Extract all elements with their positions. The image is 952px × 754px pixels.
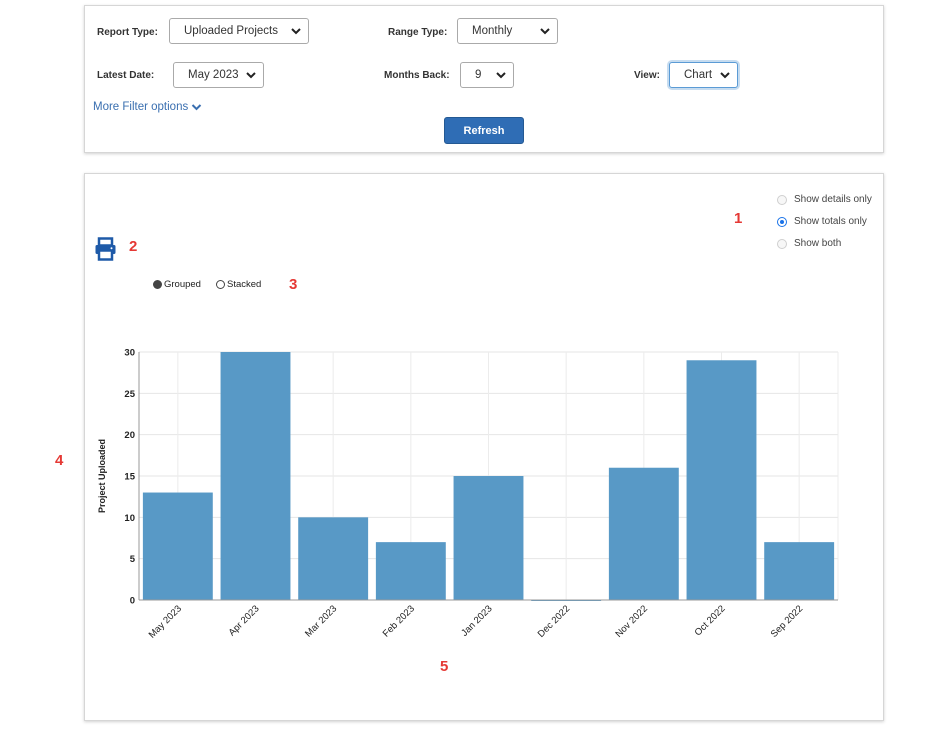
y-axis-title: Project Uploaded <box>97 439 107 513</box>
option-show-both[interactable]: Show both <box>777 238 841 249</box>
y-tick-label: 10 <box>124 513 135 524</box>
report-type-label: Report Type: <box>97 27 158 38</box>
chevron-down-icon <box>540 28 550 35</box>
chevron-down-icon <box>246 72 256 79</box>
y-tick-label: 5 <box>130 554 136 565</box>
bar <box>142 492 213 600</box>
latest-date-label: Latest Date: <box>97 70 155 81</box>
marker-3: 3 <box>289 276 298 293</box>
show-details-only-label: Show details only <box>794 194 872 205</box>
option-show-totals-only[interactable]: Show totals only <box>777 216 867 227</box>
more-filter-options-link[interactable]: More Filter options <box>93 101 202 113</box>
radio-show-both[interactable] <box>777 238 787 249</box>
x-tick-label: Oct 2022 <box>693 603 728 638</box>
refresh-button[interactable]: Refresh <box>444 117 524 144</box>
chevron-down-icon <box>291 28 301 35</box>
y-tick-label: 0 <box>130 596 135 607</box>
x-tick-label: Mar 2023 <box>303 603 339 639</box>
view-value: Chart <box>684 69 713 81</box>
bar <box>298 517 369 600</box>
marker-1: 1 <box>734 210 743 227</box>
bar <box>453 476 524 600</box>
radio-stacked[interactable] <box>216 280 225 289</box>
latest-date-value: May 2023 <box>188 69 239 81</box>
option-show-details-only[interactable]: Show details only <box>777 194 872 205</box>
months-back-label: Months Back: <box>384 70 450 81</box>
filter-panel: Report Type: Uploaded Projects Range Typ… <box>84 5 884 153</box>
range-type-select[interactable]: Monthly <box>457 18 558 44</box>
y-tick-label: 20 <box>124 430 135 441</box>
bar <box>220 352 291 600</box>
x-tick-label: Sep 2022 <box>769 603 806 640</box>
y-tick-label: 30 <box>124 348 135 359</box>
show-totals-only-label: Show totals only <box>794 216 867 227</box>
bar <box>764 542 835 600</box>
mode-stacked[interactable]: Stacked <box>216 279 261 290</box>
range-type-value: Monthly <box>472 25 513 37</box>
months-back-select[interactable]: 9 <box>460 62 514 88</box>
radio-grouped[interactable] <box>153 280 162 289</box>
marker-4: 4 <box>55 452 64 469</box>
chevron-down-icon <box>496 72 506 79</box>
bar <box>686 360 757 600</box>
chevron-down-icon <box>720 72 730 79</box>
grouped-label: Grouped <box>164 279 201 290</box>
x-tick-label: Jan 2023 <box>459 603 494 638</box>
view-select[interactable]: Chart <box>669 62 738 88</box>
stacked-label: Stacked <box>227 279 262 290</box>
x-tick-label: Apr 2023 <box>227 603 262 638</box>
radio-details-only[interactable] <box>777 194 787 205</box>
printer-icon[interactable] <box>94 237 117 261</box>
x-tick-label: May 2023 <box>147 603 184 640</box>
chevron-down-icon <box>192 103 202 110</box>
more-filter-options-label: More Filter options <box>93 101 189 113</box>
show-both-label: Show both <box>794 238 842 249</box>
report-type-value: Uploaded Projects <box>184 25 278 37</box>
x-tick-label: Feb 2023 <box>381 603 417 639</box>
range-type-label: Range Type: <box>388 27 448 38</box>
months-back-value: 9 <box>475 69 482 81</box>
mode-grouped[interactable]: Grouped <box>153 279 201 290</box>
x-tick-label: Dec 2022 <box>536 603 573 640</box>
bar <box>608 467 679 600</box>
bar <box>375 542 446 600</box>
y-tick-label: 25 <box>124 389 135 400</box>
marker-2: 2 <box>129 238 138 255</box>
marker-5: 5 <box>440 658 449 675</box>
latest-date-select[interactable]: May 2023 <box>173 62 264 88</box>
radio-totals-only[interactable] <box>777 216 787 227</box>
x-tick-label: Nov 2022 <box>613 603 650 640</box>
view-label: View: <box>634 70 660 81</box>
y-tick-label: 15 <box>124 472 135 483</box>
report-type-select[interactable]: Uploaded Projects <box>169 18 309 44</box>
